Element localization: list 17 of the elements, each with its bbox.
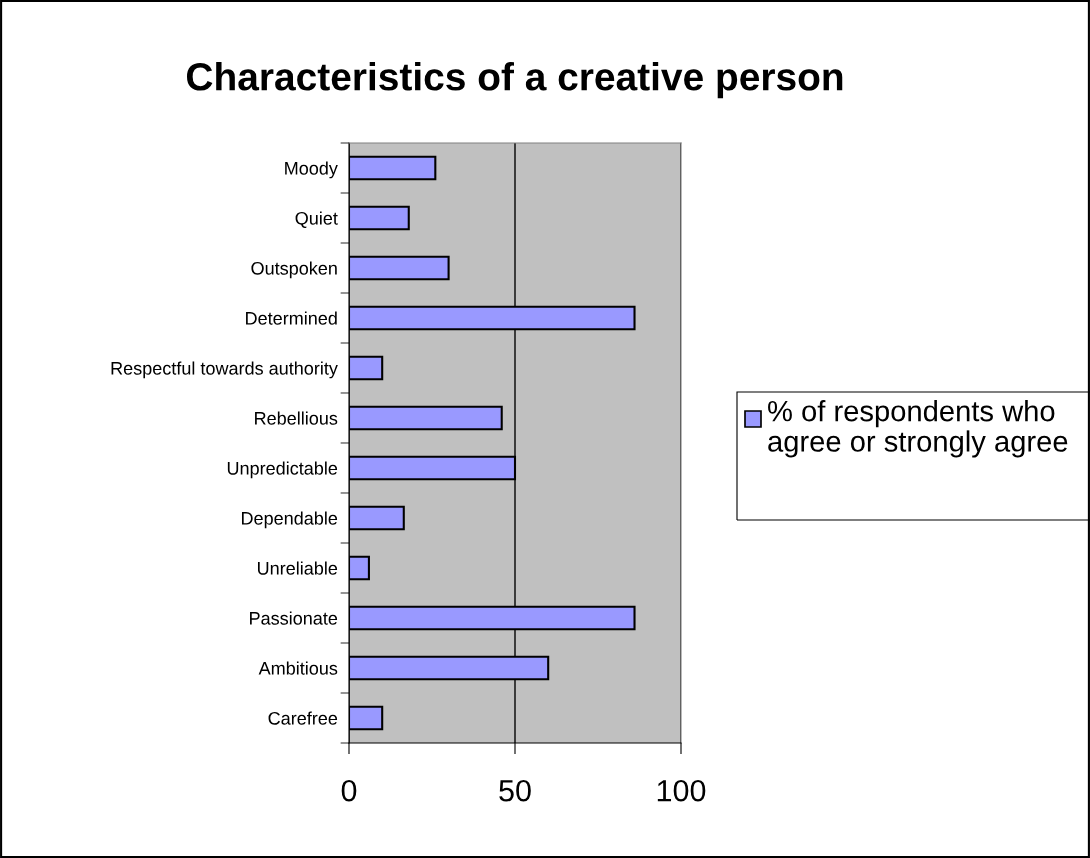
y-tick-label: Ambitious xyxy=(258,661,338,675)
chart-title: Characteristics of a creative person xyxy=(187,62,843,99)
y-tick-label: Determined xyxy=(246,311,337,325)
y-tick-label: Passionate xyxy=(250,611,338,625)
x-tick-label: 50 xyxy=(499,779,531,802)
y-tick-label: Carefree xyxy=(268,711,338,725)
y-tick-label: Respectful towards authority xyxy=(111,361,338,379)
y-tick-label: Unpredictable xyxy=(227,461,338,479)
legend-label: % of respondents who agree or strongly agree xyxy=(768,400,1068,458)
x-tick-label: 0 xyxy=(341,779,357,802)
y-tick-label: Rebellious xyxy=(255,411,338,425)
x-tick-label: 100 xyxy=(657,779,706,802)
y-tick-label: Dependable xyxy=(241,511,338,529)
y-tick-label: Quiet xyxy=(295,211,338,228)
y-tick-label: Outspoken xyxy=(251,261,337,279)
y-tick-label: Moody xyxy=(285,161,338,179)
y-tick-label: Unreliable xyxy=(257,561,338,575)
